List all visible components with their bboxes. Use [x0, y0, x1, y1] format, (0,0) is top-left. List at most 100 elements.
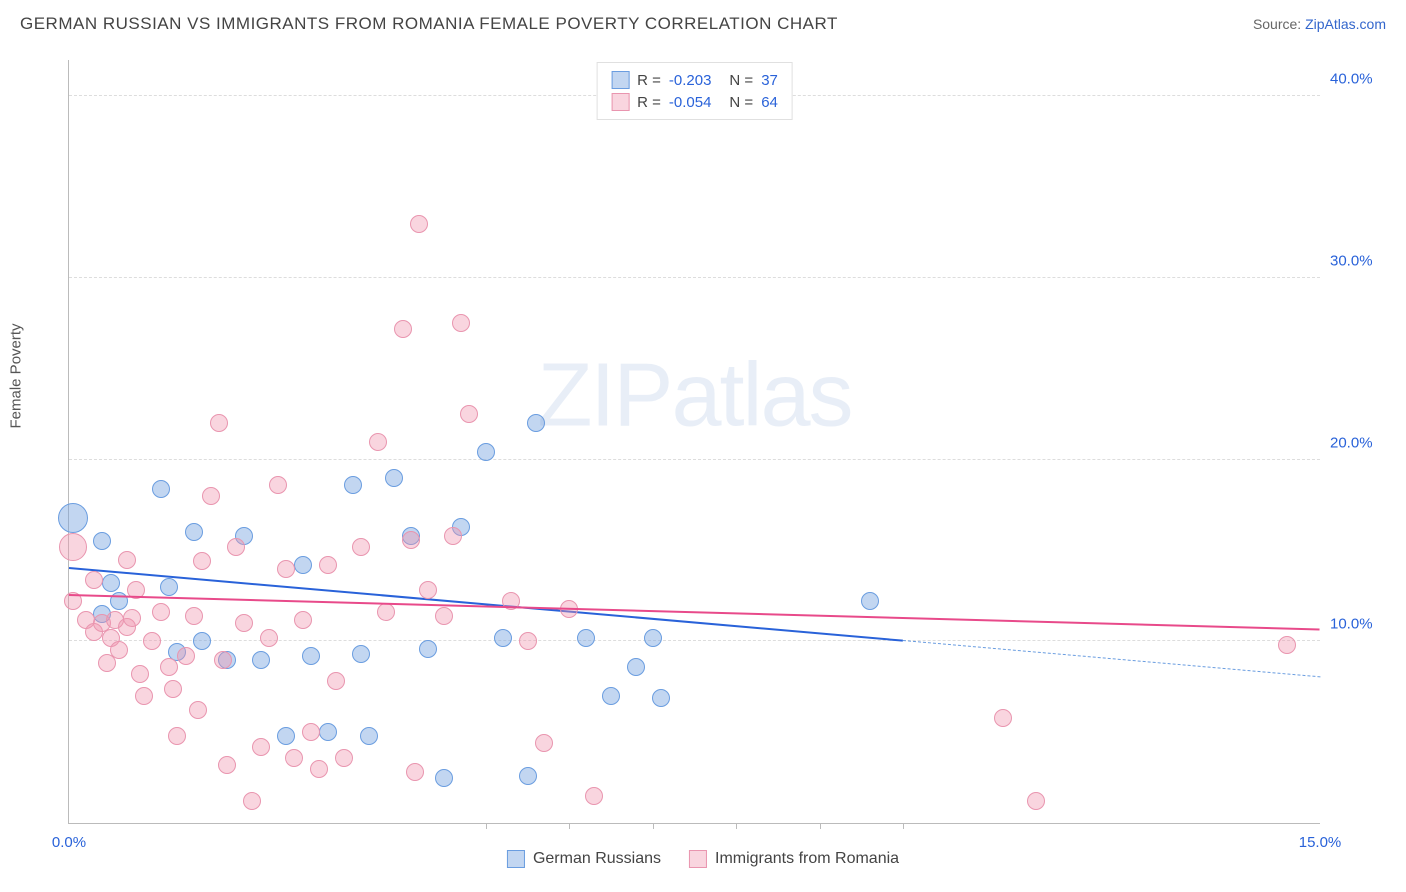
legend-correlation-row: R =-0.203N =37 [611, 69, 778, 91]
plot-region: ZIPatlas R =-0.203N =37R =-0.054N =64 10… [68, 60, 1320, 824]
data-point [214, 651, 232, 669]
data-point [193, 632, 211, 650]
data-point [143, 632, 161, 650]
data-point [394, 320, 412, 338]
x-tick-mark [569, 823, 570, 829]
x-tick-mark [653, 823, 654, 829]
data-point [269, 476, 287, 494]
data-point [527, 414, 545, 432]
data-point [202, 487, 220, 505]
data-point [93, 532, 111, 550]
data-point [644, 629, 662, 647]
data-point [435, 607, 453, 625]
data-point [419, 640, 437, 658]
legend-r-label: R = [637, 72, 661, 89]
data-point [410, 215, 428, 233]
data-point [519, 632, 537, 650]
watermark-thin: atlas [671, 345, 851, 445]
legend-r-value: -0.054 [669, 94, 712, 111]
data-point [460, 405, 478, 423]
source-prefix: Source: [1253, 16, 1305, 32]
data-point [494, 629, 512, 647]
data-point [59, 533, 87, 561]
trend-line [69, 567, 903, 642]
data-point [123, 609, 141, 627]
y-tick-label: 40.0% [1330, 71, 1380, 88]
data-point [627, 658, 645, 676]
x-tick-mark [820, 823, 821, 829]
legend-swatch [611, 71, 629, 89]
chart-area: Female Poverty ZIPatlas R =-0.203N =37R … [20, 48, 1386, 872]
data-point [344, 476, 362, 494]
gridline-h [69, 640, 1320, 641]
data-point [218, 756, 236, 774]
y-tick-label: 20.0% [1330, 434, 1380, 451]
data-point [193, 552, 211, 570]
data-point [277, 727, 295, 745]
legend-series-item: German Russians [507, 850, 661, 868]
data-point [277, 560, 295, 578]
trend-line [903, 640, 1320, 677]
data-point [435, 769, 453, 787]
watermark: ZIPatlas [537, 344, 851, 447]
data-point [131, 665, 149, 683]
data-point [477, 443, 495, 461]
legend-swatch [611, 93, 629, 111]
data-point [85, 571, 103, 589]
data-point [519, 767, 537, 785]
data-point [58, 503, 88, 533]
data-point [302, 647, 320, 665]
data-point [294, 556, 312, 574]
data-point [377, 603, 395, 621]
source-link[interactable]: ZipAtlas.com [1305, 16, 1386, 32]
data-point [252, 651, 270, 669]
data-point [285, 749, 303, 767]
x-tick-label: 0.0% [52, 834, 86, 851]
data-point [243, 792, 261, 810]
data-point [352, 538, 370, 556]
data-point [164, 680, 182, 698]
series-legend: German Russians Immigrants from Romania [507, 850, 899, 868]
data-point [577, 629, 595, 647]
data-point [406, 763, 424, 781]
correlation-legend: R = -0.203 N = 37 R = -0.054 N = 64 [596, 62, 793, 120]
data-point [294, 611, 312, 629]
data-point [252, 738, 270, 756]
legend-series-item: Immigrants from Romania [689, 850, 899, 868]
data-point [319, 723, 337, 741]
data-point [1278, 636, 1296, 654]
data-point [652, 689, 670, 707]
data-point [135, 687, 153, 705]
y-axis-label: Female Poverty [8, 323, 25, 428]
data-point [227, 538, 245, 556]
data-point [861, 592, 879, 610]
legend-correlation-row: R = -0.054 N = 64 [611, 91, 778, 113]
data-point [419, 581, 437, 599]
data-point [235, 614, 253, 632]
legend-r-value: -0.203 [669, 72, 712, 89]
legend-swatch [507, 850, 525, 868]
x-tick-label: 15.0% [1299, 834, 1342, 851]
data-point [185, 523, 203, 541]
gridline-h [69, 277, 1320, 278]
data-point [452, 314, 470, 332]
data-point [585, 787, 603, 805]
data-point [102, 574, 120, 592]
x-tick-mark [736, 823, 737, 829]
gridline-h [69, 459, 1320, 460]
legend-r-label: R = [637, 94, 661, 111]
data-point [994, 709, 1012, 727]
y-tick-label: 30.0% [1330, 253, 1380, 270]
data-point [260, 629, 278, 647]
y-tick-label: 10.0% [1330, 616, 1380, 633]
legend-n-value: 64 [761, 94, 778, 111]
data-point [189, 701, 207, 719]
data-point [402, 531, 420, 549]
data-point [335, 749, 353, 767]
legend-n-value: 37 [761, 72, 778, 89]
data-point [1027, 792, 1045, 810]
legend-n-label: N = [729, 94, 753, 111]
data-point [118, 551, 136, 569]
data-point [385, 469, 403, 487]
data-point [444, 527, 462, 545]
